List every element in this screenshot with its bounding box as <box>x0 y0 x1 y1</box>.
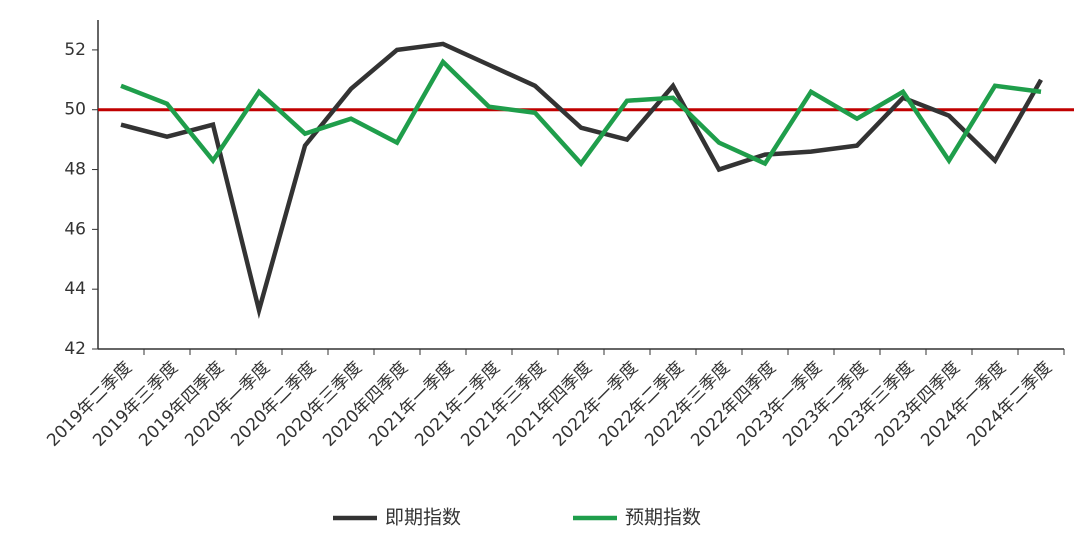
y-tick-label: 42 <box>64 339 86 359</box>
y-tick-label: 52 <box>64 40 86 60</box>
y-tick-label: 46 <box>64 219 86 239</box>
series-line <box>120 41 1043 319</box>
legend-label: 即期指数 <box>385 507 461 529</box>
y-tick-label: 48 <box>64 160 86 180</box>
y-tick-label: 50 <box>64 100 86 120</box>
y-tick-label: 44 <box>64 279 86 299</box>
series-line <box>120 58 1042 168</box>
legend-label: 预期指数 <box>625 507 701 529</box>
